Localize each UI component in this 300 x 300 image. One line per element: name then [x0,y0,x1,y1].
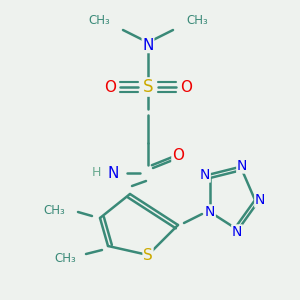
Text: H: H [92,167,101,179]
Text: N: N [200,168,210,182]
Text: S: S [143,78,153,96]
Text: O: O [180,80,192,94]
Text: N: N [232,225,242,239]
Text: CH₃: CH₃ [54,251,76,265]
Text: N: N [142,38,154,52]
Text: S: S [143,248,153,262]
Text: N: N [107,166,119,181]
Text: O: O [172,148,184,163]
Text: CH₃: CH₃ [88,14,110,26]
Text: N: N [237,159,247,173]
Text: N: N [205,205,215,219]
Text: CH₃: CH₃ [186,14,208,26]
Text: O: O [104,80,116,94]
Text: CH₃: CH₃ [43,203,65,217]
Text: N: N [255,193,265,207]
